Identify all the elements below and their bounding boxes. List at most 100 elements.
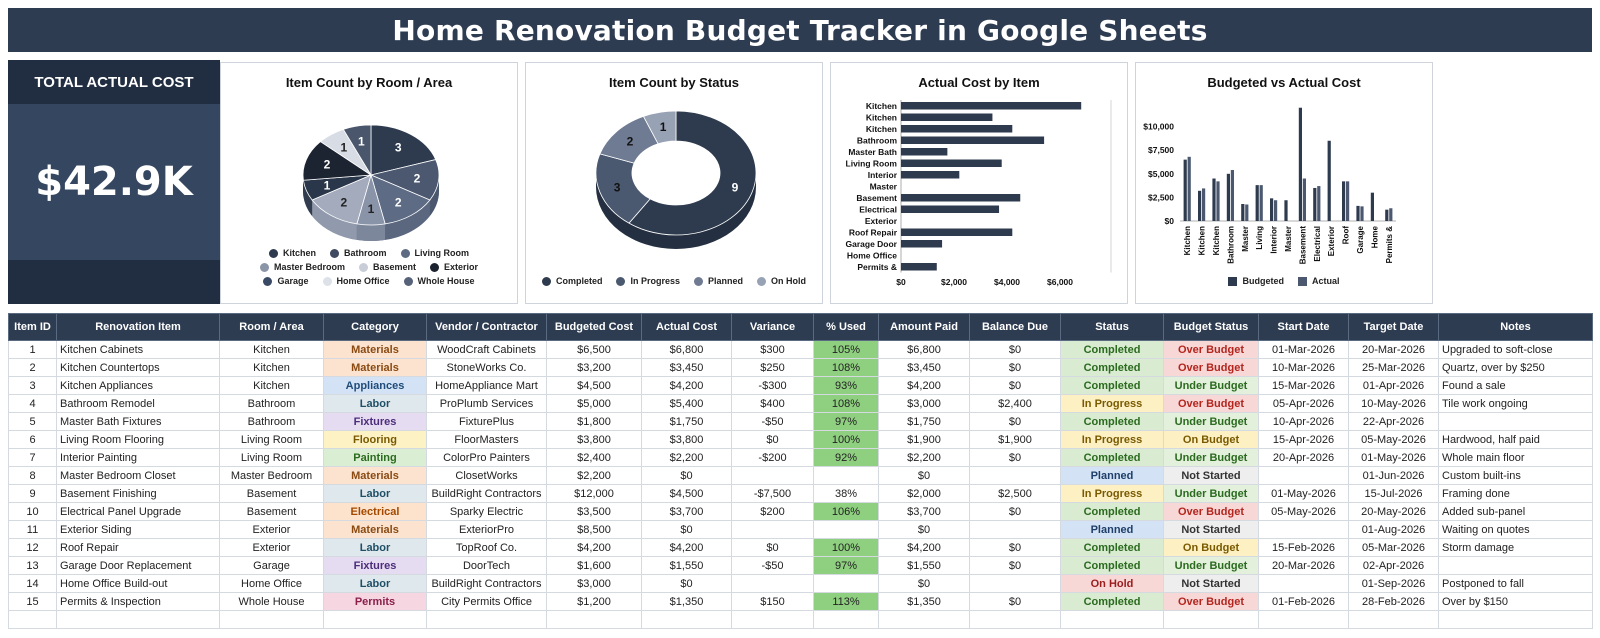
- bar[interactable]: [901, 240, 943, 248]
- cell-actual[interactable]: $1,750: [641, 412, 732, 431]
- cell-balance-due[interactable]: $0: [969, 340, 1061, 359]
- cell-actual[interactable]: $4,500: [641, 484, 732, 503]
- table-row[interactable]: 8 Master Bedroom Closet Master Bedroom Mate…: [8, 466, 1593, 485]
- legend-item[interactable]: Completed: [541, 274, 602, 288]
- bar[interactable]: [901, 205, 1000, 214]
- column-header[interactable]: Start Date: [1258, 313, 1349, 341]
- bar-budgeted[interactable]: [1255, 185, 1259, 221]
- cell-category[interactable]: Fixtures: [323, 556, 427, 575]
- cell-actual[interactable]: $3,700: [641, 502, 732, 521]
- pie-slice[interactable]: [370, 124, 437, 176]
- cell-notes[interactable]: Whole main floor: [1438, 448, 1593, 467]
- cell-status[interactable]: Completed: [1060, 448, 1164, 467]
- table-row[interactable]: [8, 610, 1593, 629]
- cell-room[interactable]: Living Room: [219, 448, 324, 467]
- bar-actual[interactable]: [1202, 188, 1206, 221]
- cell-balance-due[interactable]: $0: [969, 448, 1061, 467]
- cell-item[interactable]: Master Bedroom Closet: [56, 466, 220, 485]
- legend-item[interactable]: Bathroom: [330, 246, 387, 260]
- cell-notes[interactable]: Waiting on quotes: [1438, 520, 1593, 539]
- table-row[interactable]: 7 Interior Painting Living Room Painting Col…: [8, 448, 1593, 467]
- cell-category[interactable]: Materials: [323, 520, 427, 539]
- cell-budgeted[interactable]: $8,500: [546, 520, 642, 539]
- cell-target-date[interactable]: 10-May-2026: [1348, 394, 1439, 413]
- bar-actual[interactable]: [1230, 170, 1234, 221]
- cell-budget-status[interactable]: Under Budget: [1163, 484, 1259, 503]
- cell-pct-used[interactable]: 113%: [813, 592, 879, 611]
- cell-amount-paid[interactable]: $0: [878, 520, 970, 539]
- cell-category[interactable]: Materials: [323, 358, 427, 377]
- cell-variance[interactable]: $150: [731, 592, 814, 611]
- cell-target-date[interactable]: [1348, 610, 1439, 629]
- cell-variance[interactable]: -$300: [731, 376, 814, 395]
- legend-item[interactable]: Whole House: [403, 274, 475, 288]
- legend-item[interactable]: On Hold: [757, 274, 806, 288]
- cell-status[interactable]: Completed: [1060, 358, 1164, 377]
- cell-actual[interactable]: $0: [641, 520, 732, 539]
- cell-start-date[interactable]: 10-Apr-2026: [1258, 412, 1349, 431]
- cell-budget-status[interactable]: Over Budget: [1163, 502, 1259, 521]
- cell-vendor[interactable]: ExteriorPro: [426, 520, 547, 539]
- cell-item[interactable]: Bathroom Remodel: [56, 394, 220, 413]
- cell-actual[interactable]: $5,400: [641, 394, 732, 413]
- cell-variance[interactable]: $0: [731, 430, 814, 449]
- cell-budget-status[interactable]: Over Budget: [1163, 358, 1259, 377]
- cell-budget-status[interactable]: [1163, 610, 1259, 629]
- cell-budget-status[interactable]: Under Budget: [1163, 448, 1259, 467]
- cell-balance-due[interactable]: $2,500: [969, 484, 1061, 503]
- cell-actual[interactable]: $3,450: [641, 358, 732, 377]
- cell-balance-due[interactable]: $0: [969, 538, 1061, 557]
- cell-variance[interactable]: -$200: [731, 448, 814, 467]
- cell-budgeted[interactable]: $1,800: [546, 412, 642, 431]
- cell-amount-paid[interactable]: $6,800: [878, 340, 970, 359]
- cell-notes[interactable]: Upgraded to soft-close: [1438, 340, 1593, 359]
- bar-actual[interactable]: [1317, 186, 1321, 221]
- cell-amount-paid[interactable]: $4,200: [878, 538, 970, 557]
- bar-budgeted[interactable]: [1226, 173, 1230, 221]
- cell-room[interactable]: Exterior: [219, 538, 324, 557]
- cell-variance[interactable]: $300: [731, 340, 814, 359]
- cell-notes[interactable]: [1438, 610, 1593, 629]
- cell-pct-used[interactable]: [813, 574, 879, 593]
- bar-actual[interactable]: [1389, 208, 1393, 221]
- cell-target-date[interactable]: 15-Jul-2026: [1348, 484, 1439, 503]
- cell-budgeted[interactable]: $4,500: [546, 376, 642, 395]
- table-row[interactable]: 10 Electrical Panel Upgrade Basement Electr…: [8, 502, 1593, 521]
- bar-budgeted[interactable]: [1342, 181, 1346, 221]
- cell-status[interactable]: Completed: [1060, 538, 1164, 557]
- legend-item[interactable]: Garage: [263, 274, 309, 288]
- cell-target-date[interactable]: 01-May-2026: [1348, 448, 1439, 467]
- cell-item[interactable]: Garage Door Replacement: [56, 556, 220, 575]
- cell-amount-paid[interactable]: $1,900: [878, 430, 970, 449]
- cell-budgeted[interactable]: $3,500: [546, 502, 642, 521]
- bar-budgeted[interactable]: [1270, 198, 1274, 221]
- cell-budget-status[interactable]: On Budget: [1163, 430, 1259, 449]
- cell-start-date[interactable]: 20-Mar-2026: [1258, 556, 1349, 575]
- column-header[interactable]: Target Date: [1348, 313, 1439, 341]
- cell-notes[interactable]: [1438, 556, 1593, 575]
- cell-actual[interactable]: $1,550: [641, 556, 732, 575]
- column-header[interactable]: Variance: [731, 313, 814, 341]
- cell-item-id[interactable]: 10: [8, 502, 57, 521]
- cell-room[interactable]: [219, 610, 324, 629]
- cell-item-id[interactable]: 15: [8, 592, 57, 611]
- cell-balance-due[interactable]: [969, 520, 1061, 539]
- cell-vendor[interactable]: City Permits Office: [426, 592, 547, 611]
- cell-status[interactable]: In Progress: [1060, 430, 1164, 449]
- cell-category[interactable]: Materials: [323, 340, 427, 359]
- cell-actual[interactable]: [641, 610, 732, 629]
- column-header[interactable]: Budget Status: [1163, 313, 1259, 341]
- bar-budgeted[interactable]: [1370, 192, 1374, 221]
- cell-room[interactable]: Garage: [219, 556, 324, 575]
- cell-pct-used[interactable]: 106%: [813, 502, 879, 521]
- bar[interactable]: [901, 125, 1013, 133]
- column-header[interactable]: % Used: [813, 313, 879, 341]
- cell-start-date[interactable]: 05-Apr-2026: [1258, 394, 1349, 413]
- cell-budget-status[interactable]: On Budget: [1163, 538, 1259, 557]
- cell-balance-due[interactable]: $0: [969, 502, 1061, 521]
- column-header[interactable]: Notes: [1438, 313, 1593, 341]
- legend-item[interactable]: In Progress: [616, 274, 680, 288]
- cell-budget-status[interactable]: Over Budget: [1163, 340, 1259, 359]
- cell-notes[interactable]: Found a sale: [1438, 376, 1593, 395]
- cell-item[interactable]: Kitchen Cabinets: [56, 340, 220, 359]
